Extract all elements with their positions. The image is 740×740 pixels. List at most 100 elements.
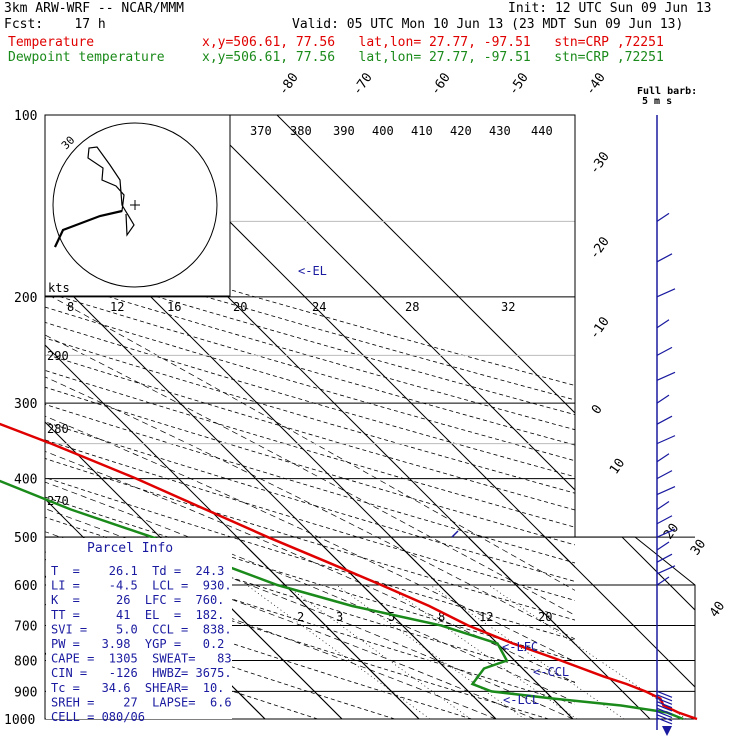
isotherm-line-low [122,537,695,719]
temperature-tick-label: 30 [688,537,709,558]
mixing-ratio-low-label: 20 [538,610,552,624]
wind-barb [656,485,676,496]
mixing-ratio-low-label: 2 [297,610,304,624]
wind-barb [656,253,673,263]
isotherm-line-low [199,537,695,719]
temperature-tick-label: 20 [661,521,682,542]
level-annotation: <-LCL [503,693,539,707]
wind-barb-low [656,697,673,705]
parcel-info-line: TT = 41 EL = 182. [51,608,224,622]
valid-time: Valid: 05 UTC Mon 10 Jun 13 (23 MDT Sun … [292,17,684,32]
temperature-tick-label: 10 [607,456,628,477]
mixing-ratio-line [285,584,471,719]
pressure-tick-label: 900 [14,685,37,700]
mixing-ratio-label: 8 [67,300,74,314]
theta-label: 370 [250,124,272,138]
parcel-info-box [46,538,232,719]
theta-label: 400 [372,124,394,138]
isotherm-line-low [45,537,497,719]
mixing-ratio-label: 32 [501,300,515,314]
model-title: 3km ARW-WRF -- NCAR/MMM [4,1,185,16]
theta-label: 430 [489,124,511,138]
full-barb-label: Full barb: [637,86,697,97]
theta-label: 380 [290,124,312,138]
theta-e-side-label: 270 [47,494,69,508]
pressure-tick-label: 300 [14,397,37,412]
temperature-tick-label: -10 [587,314,613,342]
mixing-ratio-label: 16 [167,300,181,314]
pressure-tick-label: 500 [14,531,37,546]
wind-barb [656,470,673,480]
parcel-info-line: K = 26 LFC = 760. [51,593,224,607]
wind-barb [656,453,670,463]
wind-barb-low [656,694,673,702]
level-annotation: <-CCL [533,665,569,679]
theta-label: 410 [411,124,433,138]
mixing-ratio-label: 20 [233,300,247,314]
dry-adiabat-line [45,458,575,621]
parcel-info-line: PW = 3.98 YGP = 0.2 [51,637,224,651]
wind-barb [656,515,673,525]
parcel-info-line: LI = -4.5 LCL = 930. [51,579,232,593]
mixing-ratio-low-label: 12 [479,610,493,624]
wind-barb-low [656,707,673,715]
wind-barb-low [656,714,673,722]
wind-arrow-icon [662,726,672,736]
pressure-tick-label: 600 [14,579,37,594]
wind-barb [656,394,670,404]
temperature-tick-label: -80 [276,70,302,98]
temperature-location: x,y=506.61, 77.56 lat,lon= 27.77, -97.51… [202,35,664,50]
plot-frame-lower [44,536,696,720]
dewpoint-label: Dewpoint temperature [8,50,165,65]
temperature-tick-label: 40 [707,599,728,620]
wind-barb-low [656,717,673,725]
wind-barb [656,371,676,381]
temperature-label: Temperature [8,35,95,50]
pressure-tick-label: 400 [14,473,37,488]
dry-adiabat-line [45,439,575,601]
parcel-info-line: SVI = 5.0 CCL = 838. [51,622,232,636]
parcel-info-line: T = 26.1 Td = 24.3 [51,564,224,578]
wind-barb [656,346,673,356]
wind-barb [656,415,673,425]
isotherm-line [199,115,575,491]
pressure-tick-label: 100 [14,109,37,124]
dry-adiabat-line [45,403,575,564]
wind-barb-low [656,704,673,712]
wind-barb [656,553,673,563]
wind-barb [656,528,676,538]
full-barb-unit: 5 m s [642,96,672,107]
theta-e-side-label: 290 [47,349,69,363]
temperature-tick-label: -50 [506,70,532,98]
wind-barb-low [656,710,673,719]
wind-barb [656,565,676,575]
theta-label: 390 [333,124,355,138]
mixing-ratio-label: 12 [110,300,124,314]
parcel-info-line: Tc = 34.6 SHEAR= 10. [51,681,224,695]
hodograph-ring [52,122,218,288]
mixing-ratio-line [429,584,625,719]
lcl-marker [451,530,459,538]
wind-barb [656,288,676,298]
mixing-ratio-label: 24 [312,300,326,314]
parcel-info-line: CAPE = 1305 SWEAT= 83 [51,652,232,666]
init-time: Init: 12 UTC Sun 09 Jun 13 [508,1,712,16]
mixing-ratio-label: 28 [405,300,419,314]
level-annotation: <-EL [298,264,327,278]
isotherm-line [276,115,575,414]
temperature-tick-label: -20 [587,234,613,262]
dry-adiabat-line [45,581,472,719]
parcel-info-line: CELL = 080/06 [51,710,145,724]
theta-label: 420 [450,124,472,138]
wind-barb [656,319,670,329]
wind-barb [656,576,670,586]
pressure-tick-label: 800 [14,654,37,669]
dry-adiabat-line [45,603,395,719]
mixing-ratio-low-label: 5 [388,610,395,624]
mixing-ratio-low-label: 3 [336,610,343,624]
isotherm-line-low [45,537,420,719]
wind-barb [656,435,676,445]
wind-barb [656,501,670,511]
dewpoint-location: x,y=506.61, 77.56 lat,lon= 27.77, -97.51… [202,50,664,65]
